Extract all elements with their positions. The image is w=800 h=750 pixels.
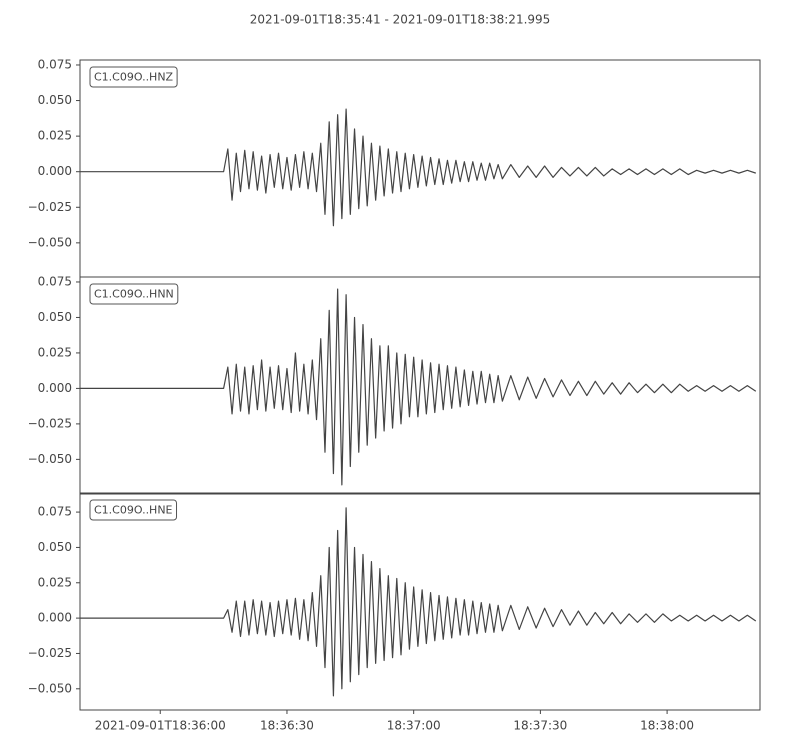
y-tick-label: −0.050: [28, 681, 72, 695]
y-tick-label: 0.075: [38, 57, 72, 71]
trace-label: C1.C09O..HNZ: [94, 71, 174, 84]
y-tick-label: 0.025: [38, 345, 72, 359]
y-tick-label: 0.000: [38, 381, 72, 395]
y-tick-label: −0.050: [28, 235, 72, 249]
y-tick-label: −0.050: [28, 452, 72, 466]
waveform: [80, 108, 756, 227]
y-tick-label: 0.050: [38, 310, 72, 324]
y-tick-label: 0.025: [38, 129, 72, 143]
chart-title: 2021-09-01T18:35:41 - 2021-09-01T18:38:2…: [250, 13, 551, 27]
waveform: [80, 507, 757, 697]
x-tick-label: 18:37:30: [513, 719, 567, 733]
trace-label-box: [89, 499, 178, 521]
x-tick-label: 18:36:30: [260, 719, 314, 733]
y-tick-label: 0.025: [38, 575, 72, 589]
trace-label: C1.C09O..HNE: [94, 504, 173, 517]
y-tick-label: −0.025: [28, 646, 72, 660]
y-tick-label: 0.000: [38, 164, 72, 178]
x-tick-label: 18:38:00: [640, 719, 694, 733]
x-tick-label: 18:37:00: [387, 719, 441, 733]
panel-frame: [79, 276, 761, 495]
y-tick-label: 0.050: [38, 93, 72, 107]
y-tick-label: 0.075: [38, 274, 72, 288]
panel-frame: [79, 492, 761, 711]
waveform: [80, 288, 757, 486]
trace-label-box: [89, 66, 178, 88]
y-tick-label: −0.025: [28, 200, 72, 214]
y-tick-label: 0.000: [38, 611, 72, 625]
trace-label: C1.C09O..HNN: [94, 288, 174, 301]
x-tick-label: 2021-09-01T18:36:00: [95, 719, 226, 733]
trace-label-box: [89, 283, 179, 305]
y-tick-label: 0.075: [38, 505, 72, 519]
y-tick-label: −0.025: [28, 416, 72, 430]
y-tick-label: 0.050: [38, 540, 72, 554]
